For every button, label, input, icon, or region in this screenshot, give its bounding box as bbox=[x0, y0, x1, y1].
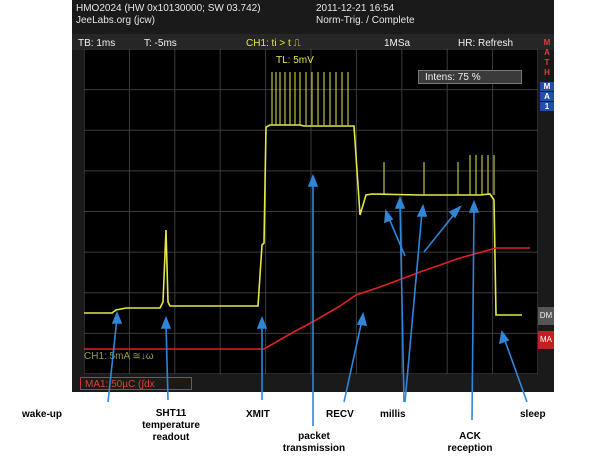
annotation-recv: RECV bbox=[326, 409, 354, 420]
annotation-packet-transmission: packet transmission bbox=[282, 431, 346, 454]
ma-menu-1[interactable]: 1 bbox=[540, 102, 554, 111]
trigger-status: Norm-Trig. / Complete bbox=[316, 15, 415, 26]
annotation-ack-reception: ACK reception bbox=[447, 431, 493, 454]
ma-menu-m[interactable]: M bbox=[540, 82, 554, 91]
device-model: HMO2024 (HW 0x10130000; SW 03.742) bbox=[76, 3, 261, 14]
math-menu-t[interactable]: T bbox=[544, 58, 550, 67]
ma-menu-a[interactable]: A bbox=[540, 92, 554, 101]
annotation-wake-up: wake-up bbox=[22, 409, 63, 420]
annotation-xmit: XMIT bbox=[246, 409, 270, 420]
sample-rate-label: 1MSa bbox=[384, 38, 411, 49]
datetime: 2011-12-21 16:54 bbox=[316, 3, 395, 14]
owner-label: JeeLabs.org (jcw) bbox=[76, 15, 155, 26]
ma1-scale-label[interactable]: MA1: 50µC (∫dx bbox=[80, 377, 192, 390]
annotation-sleep: sleep bbox=[520, 409, 546, 420]
ma-button[interactable]: MA bbox=[538, 331, 554, 349]
dm-button[interactable]: DM bbox=[538, 307, 554, 325]
hr-refresh-label: HR: Refresh bbox=[458, 38, 514, 49]
trigger-condition-label: CH1: ti > t ⎍ bbox=[246, 38, 301, 49]
trigger-time-label: T: -5ms bbox=[144, 38, 177, 49]
annotation-millis: millis bbox=[380, 409, 406, 420]
math-menu-m[interactable]: M bbox=[543, 38, 551, 47]
grid-svg bbox=[83, 48, 539, 375]
timebase-label: TB: 1ms bbox=[78, 38, 116, 49]
math-menu-a[interactable]: A bbox=[544, 48, 550, 57]
trigger-level-label: TL: 5mV bbox=[276, 55, 314, 66]
ch1-scale-label: CH1: 5mA ≅↓ω bbox=[84, 351, 154, 362]
intensity-indicator[interactable]: Intens: 75 % bbox=[418, 70, 522, 84]
math-menu-h[interactable]: H bbox=[544, 68, 550, 77]
waveform-grid bbox=[83, 48, 539, 375]
annotation-sht11: SHT11 temperature readout bbox=[142, 408, 200, 443]
status-bar bbox=[72, 34, 554, 50]
